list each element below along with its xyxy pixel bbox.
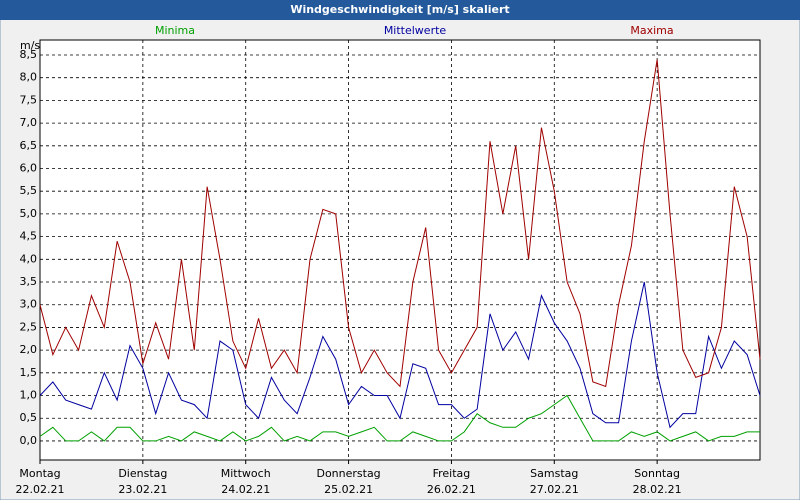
series-line xyxy=(39,59,761,388)
x-tick-label: Dienstag xyxy=(118,467,167,480)
y-tick-label: 3,5 xyxy=(20,275,38,288)
x-tick-date: 27.02.21 xyxy=(530,483,579,496)
y-tick-label: 5,5 xyxy=(20,184,38,197)
y-tick-label: 2,5 xyxy=(20,320,38,333)
y-tick-label: 1,0 xyxy=(20,389,38,402)
y-tick-label: 8,5 xyxy=(20,48,38,61)
x-tick-date: 25.02.21 xyxy=(324,483,373,496)
x-tick-date: 26.02.21 xyxy=(427,483,476,496)
y-tick-label: 4,0 xyxy=(20,252,38,265)
x-tick-label: Mittwoch xyxy=(221,467,271,480)
x-tick-label: Freitag xyxy=(433,467,471,480)
y-tick-label: 6,0 xyxy=(20,161,38,174)
y-tick-label: 1,5 xyxy=(20,366,38,379)
y-tick-label: 7,5 xyxy=(20,93,38,106)
y-tick-label: 4,5 xyxy=(20,230,38,243)
y-tick-label: 8,0 xyxy=(20,71,38,84)
legend-entry: Minima xyxy=(155,24,195,37)
y-tick-label: 7,0 xyxy=(20,116,38,129)
y-tick-label: 5,0 xyxy=(20,207,38,220)
x-tick-label: Donnerstag xyxy=(316,467,380,480)
y-tick-label: 0,5 xyxy=(20,411,38,424)
legend-entry: Maxima xyxy=(630,24,673,37)
x-tick-label: Sonntag xyxy=(634,467,680,480)
x-tick-label: Samstag xyxy=(530,467,578,480)
y-axis-label: m/s xyxy=(20,39,40,52)
x-tick-date: 22.02.21 xyxy=(16,483,65,496)
x-tick-date: 23.02.21 xyxy=(118,483,167,496)
legend-entry: Mittelwerte xyxy=(384,24,447,37)
x-tick-date: 28.02.21 xyxy=(633,483,682,496)
y-tick-label: 0,0 xyxy=(20,434,38,447)
series-line xyxy=(39,281,761,429)
series-line xyxy=(39,394,760,442)
y-tick-label: 6,5 xyxy=(20,139,38,152)
x-tick-date: 24.02.21 xyxy=(221,483,270,496)
plot-area xyxy=(39,39,761,461)
title-bar xyxy=(0,0,800,20)
y-tick-label: 3,0 xyxy=(20,298,38,311)
y-tick-label: 2,0 xyxy=(20,343,38,356)
chart-title: Windgeschwindigkeit [m/s] skaliert xyxy=(290,3,509,16)
x-tick-label: Montag xyxy=(19,467,60,480)
